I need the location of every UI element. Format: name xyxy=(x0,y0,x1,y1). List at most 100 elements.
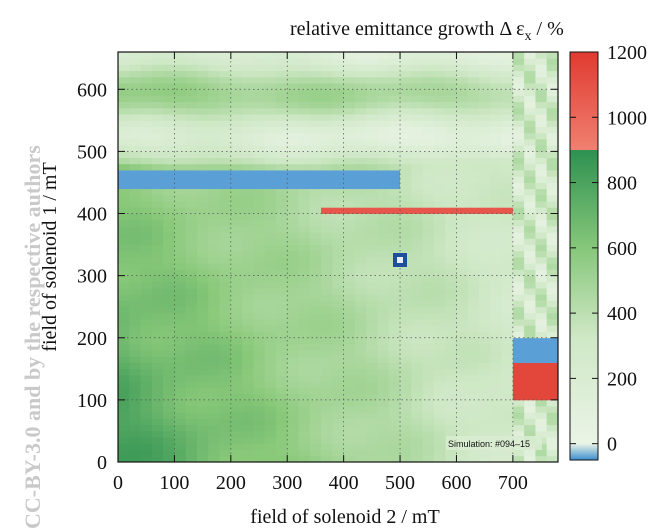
heatmap-cell xyxy=(388,306,401,314)
heatmap-cell xyxy=(512,393,525,401)
heatmap-cell xyxy=(332,194,345,202)
heatmap-cell xyxy=(490,207,502,214)
heatmap-cell xyxy=(332,126,345,134)
heatmap-cell xyxy=(140,83,153,90)
heatmap-cell xyxy=(230,455,243,463)
heatmap-cell xyxy=(490,170,502,177)
heatmap-cell xyxy=(456,70,469,78)
heatmap-cell xyxy=(208,107,220,115)
heatmap-cell xyxy=(129,132,141,140)
heatmap-cell xyxy=(298,151,311,159)
heatmap-cell xyxy=(242,443,254,450)
heatmap-cell xyxy=(433,331,446,339)
heatmap-cell xyxy=(546,244,559,252)
heatmap-cell xyxy=(230,319,243,326)
heatmap-cell xyxy=(264,176,277,183)
heatmap-cell xyxy=(354,132,367,140)
heatmap-cell xyxy=(490,188,502,196)
heatmap-cell xyxy=(253,443,266,450)
heatmap-cell xyxy=(332,319,345,326)
heatmap-cell xyxy=(512,182,525,190)
heatmap-cell xyxy=(174,107,187,115)
heatmap-cell xyxy=(467,157,480,165)
heatmap-cell xyxy=(275,294,288,301)
watermark-text: CC-BY-3.0 and by the respective authors xyxy=(20,145,45,529)
heatmap-cell xyxy=(242,263,254,270)
heatmap-cell xyxy=(275,182,288,190)
heatmap-cell xyxy=(411,219,424,227)
heatmap-cell xyxy=(298,194,311,202)
heatmap-cell xyxy=(456,176,469,183)
colorbar-tick-label: 1200 xyxy=(607,42,647,64)
heatmap-cell xyxy=(535,300,548,308)
heatmap-cell xyxy=(411,455,424,463)
heatmap-cell xyxy=(501,138,514,146)
heatmap-cell xyxy=(118,95,130,103)
x-tick-label: 500 xyxy=(385,472,415,494)
heatmap-cell xyxy=(512,176,525,183)
heatmap-cell xyxy=(366,238,378,245)
heatmap-cell xyxy=(400,275,412,283)
heatmap-cell xyxy=(332,449,345,457)
heatmap-cell xyxy=(422,393,435,401)
heatmap-cell xyxy=(242,399,254,407)
heatmap-cell xyxy=(163,449,175,457)
heatmap-cell xyxy=(479,120,491,127)
heatmap-cell xyxy=(354,194,367,202)
heatmap-cell xyxy=(185,64,198,72)
heatmap-cell xyxy=(411,95,424,103)
heatmap-cell xyxy=(321,300,333,308)
heatmap-cell xyxy=(185,406,198,413)
heatmap-cell xyxy=(129,375,141,382)
heatmap-cell xyxy=(298,331,311,339)
heatmap-cell xyxy=(445,257,457,264)
heatmap-cell xyxy=(196,232,209,239)
heatmap-cell xyxy=(343,126,356,134)
heatmap-cell xyxy=(343,157,356,165)
heatmap-cell xyxy=(479,58,491,65)
heatmap-cell xyxy=(298,120,311,127)
heatmap-cell xyxy=(501,250,514,258)
heatmap-cell xyxy=(287,138,299,146)
heatmap-cell xyxy=(479,157,491,165)
heatmap-cell xyxy=(264,120,277,127)
heatmap-cell xyxy=(388,343,401,351)
heatmap-cell xyxy=(377,176,390,183)
heatmap-cell xyxy=(490,275,502,283)
heatmap-cell xyxy=(377,257,390,264)
heatmap-cell xyxy=(422,83,435,90)
heatmap-cell xyxy=(253,151,266,159)
heatmap-cell xyxy=(151,418,164,426)
heatmap-cell xyxy=(242,325,254,332)
heatmap-cell xyxy=(196,89,209,96)
heatmap-cell xyxy=(253,449,266,457)
heatmap-cell xyxy=(445,89,457,96)
heatmap-cell xyxy=(219,399,232,407)
heatmap-cell xyxy=(433,350,446,357)
heatmap-cell xyxy=(400,225,412,233)
heatmap-cell xyxy=(208,381,220,388)
heatmap-cell xyxy=(275,232,288,239)
heatmap-cell xyxy=(433,126,446,134)
heatmap-cell xyxy=(343,170,356,177)
heatmap-cell xyxy=(400,64,412,72)
heatmap-cell xyxy=(400,163,412,171)
heatmap-cell xyxy=(219,176,232,183)
heatmap-cell xyxy=(219,58,232,65)
heatmap-cell xyxy=(264,89,277,96)
heatmap-cell xyxy=(546,213,559,221)
heatmap-cell xyxy=(400,132,412,140)
heatmap-cell xyxy=(433,288,446,295)
heatmap-cell xyxy=(174,306,187,314)
heatmap-cell xyxy=(512,151,525,159)
heatmap-cell xyxy=(479,449,491,457)
heatmap-cell xyxy=(264,64,277,72)
heatmap-cell xyxy=(411,356,424,364)
heatmap-cell xyxy=(140,225,153,233)
heatmap-cell xyxy=(264,170,277,177)
heatmap-cell xyxy=(546,126,559,134)
heatmap-cell xyxy=(501,325,514,332)
heatmap-cell xyxy=(422,250,435,258)
heatmap-cell xyxy=(298,375,311,382)
heatmap-cell xyxy=(501,387,514,395)
